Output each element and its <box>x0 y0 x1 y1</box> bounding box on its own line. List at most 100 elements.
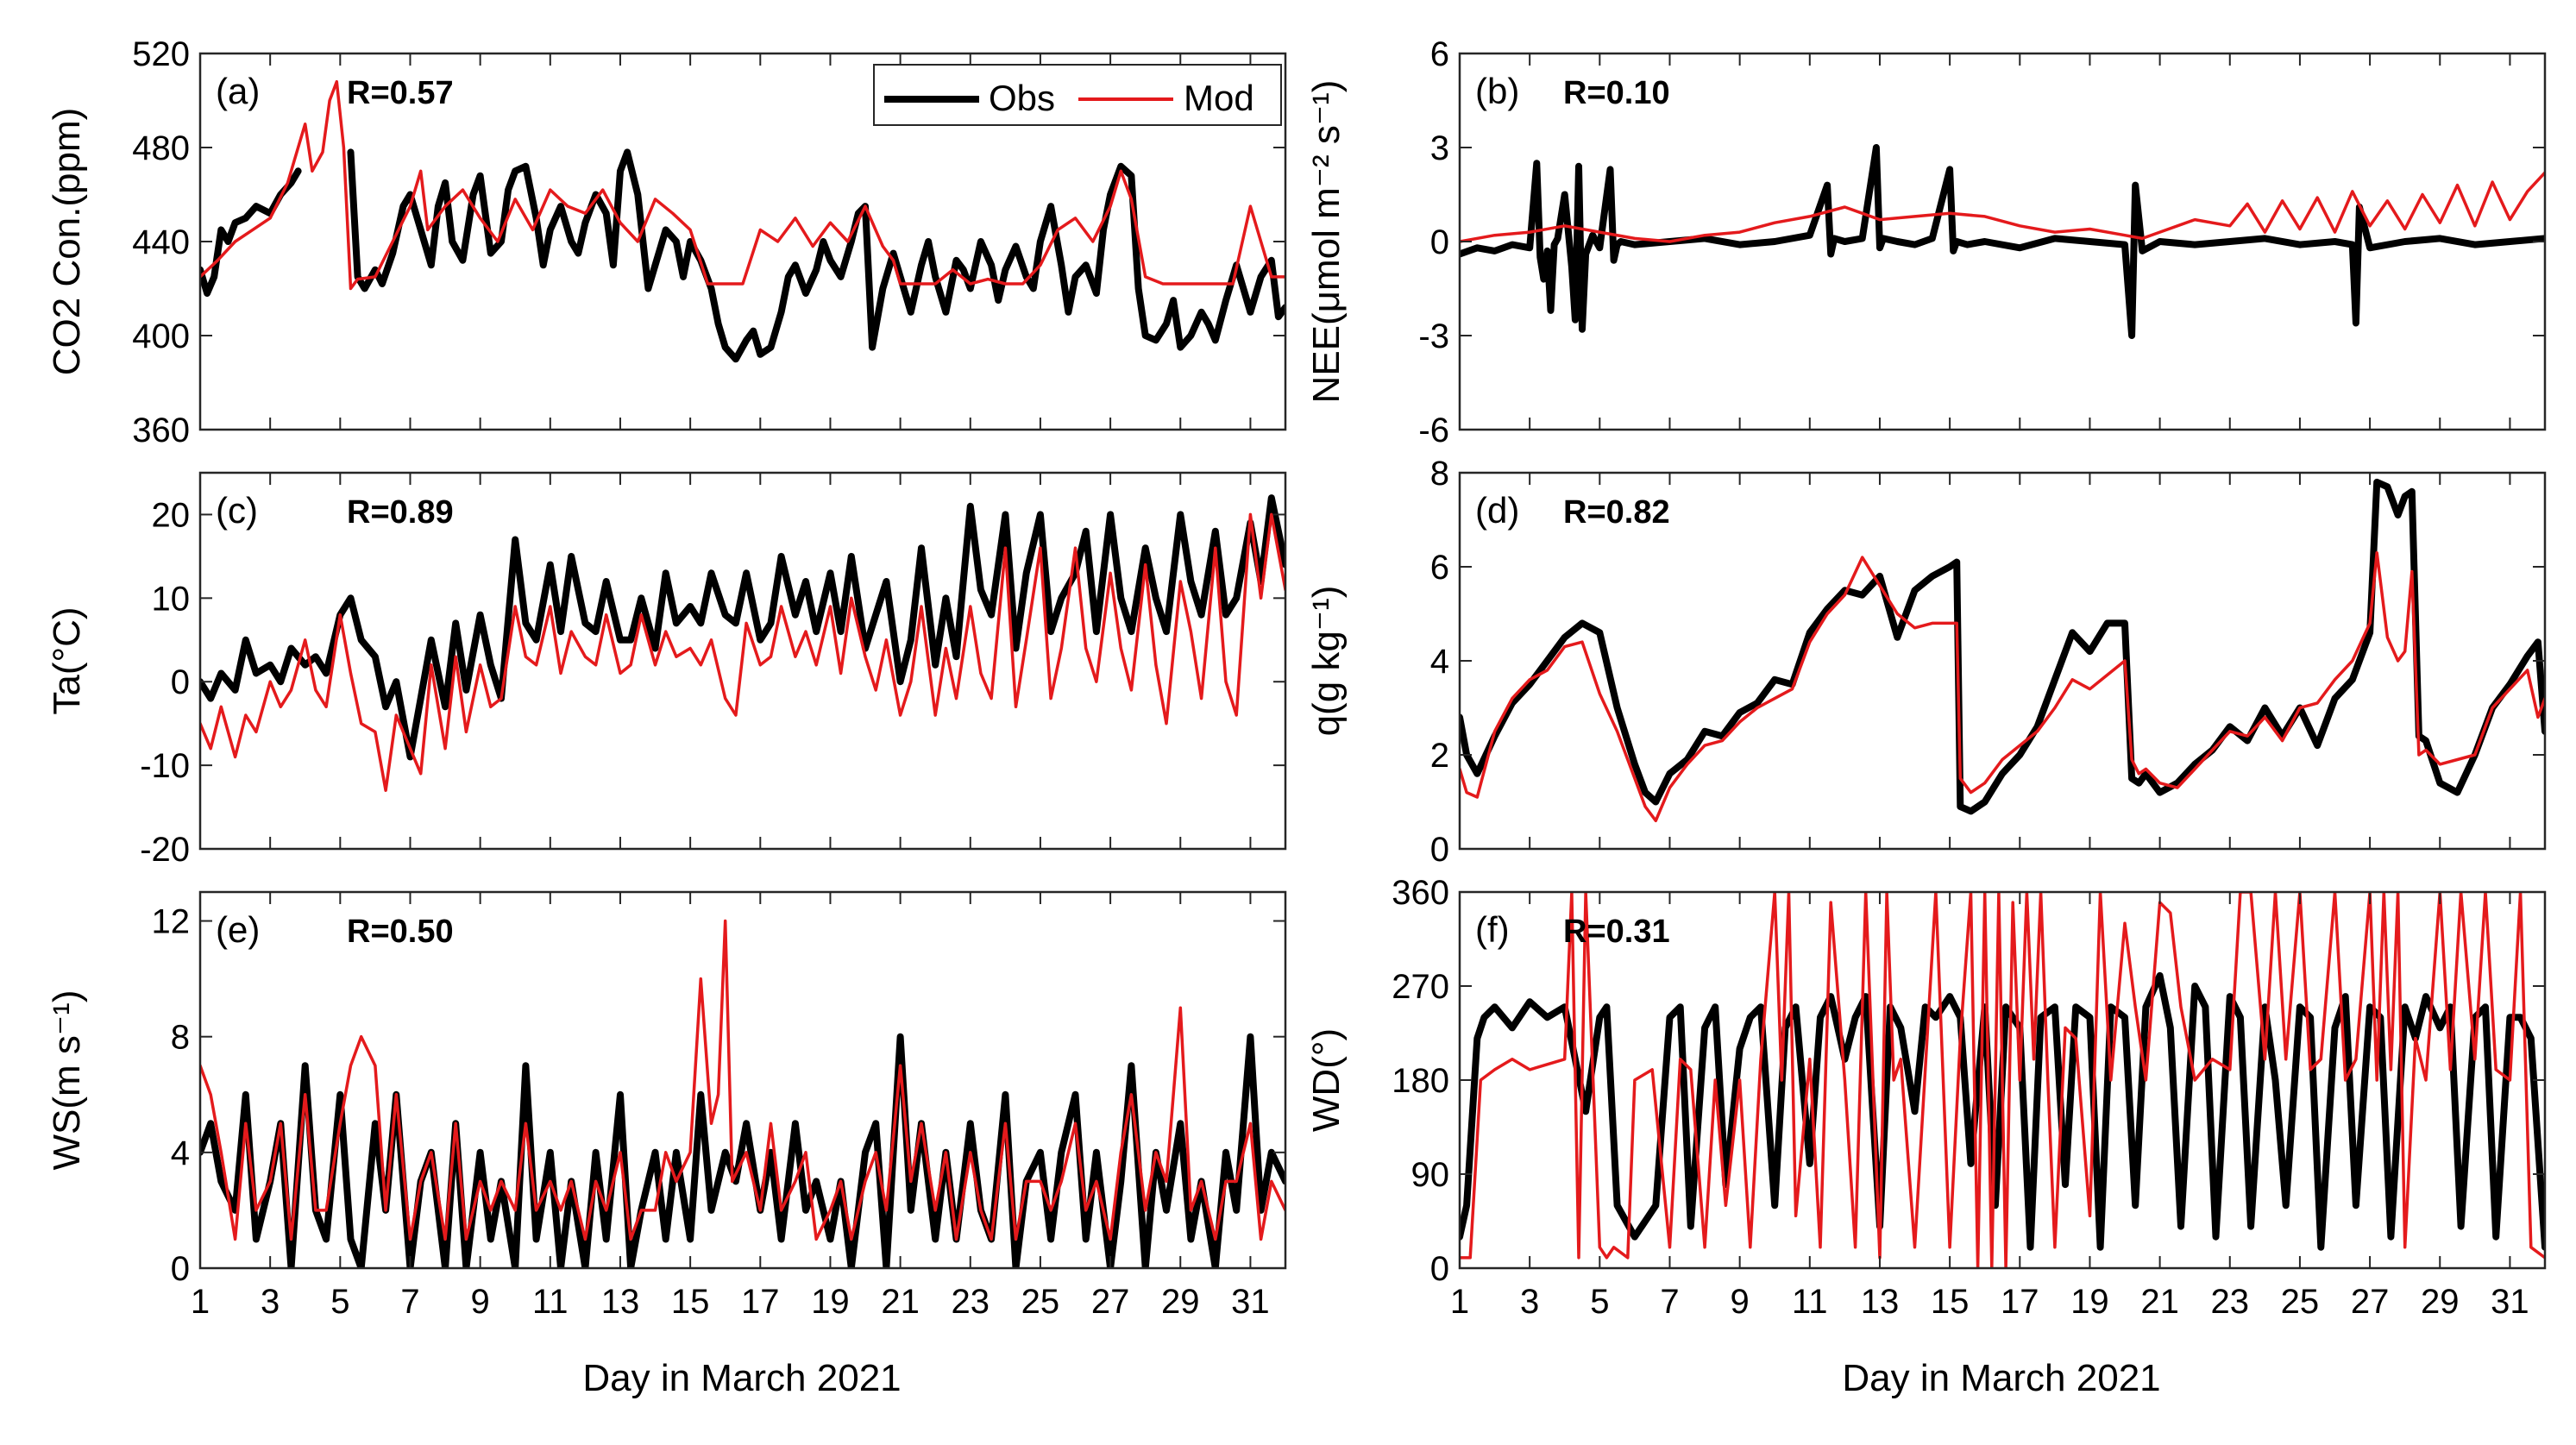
panel-f-xtick-label: 21 <box>2140 1283 2179 1321</box>
panel-c-ytick-label: -10 <box>140 747 190 785</box>
panel-f-xtick-label: 15 <box>1931 1283 1970 1321</box>
panel-f-ytick-label: 270 <box>1392 968 1449 1006</box>
panel-e-r-label: R=0.50 <box>347 914 454 950</box>
panel-d-ytick-label: 6 <box>1430 549 1449 587</box>
panel-b-ytick-label: 3 <box>1430 129 1449 167</box>
x-axis-label-right: Day in March 2021 <box>1842 1357 2160 1399</box>
panel-a-ytick-label: 360 <box>132 412 190 449</box>
panel-f-xtick-label: 1 <box>1450 1283 1469 1321</box>
panel-a-ytick-label: 440 <box>132 223 190 261</box>
panel-e-xtick-label: 1 <box>191 1283 210 1321</box>
panel-c-axes-box <box>198 471 1287 851</box>
panel-a-line-obs <box>200 148 1285 363</box>
panel-c-ytick-label: 20 <box>152 496 191 534</box>
panel-f-xtick-label: 23 <box>2211 1283 2250 1321</box>
panel-b-r-label: R=0.10 <box>1563 75 1670 111</box>
panel-e-ylabel: WS(m s⁻¹) <box>46 990 88 1171</box>
panel-c-panel-label: (c) <box>216 490 258 531</box>
panel-f-xtick-label: 7 <box>1660 1283 1679 1321</box>
panel-b-panel-label: (b) <box>1475 71 1519 111</box>
panel-f-xtick-label: 9 <box>1731 1283 1750 1321</box>
panel-c: -20 -10 0 10 20 (c) R=0.89 Ta(°C) <box>46 471 1287 869</box>
panel-e-series <box>200 919 1285 1268</box>
panel-e-xtick-label: 23 <box>952 1283 990 1321</box>
panel-d-series <box>1460 478 2545 823</box>
panel-f-xtick-label: 19 <box>2070 1283 2109 1321</box>
panel-c-ytick-label: 0 <box>171 663 190 701</box>
panel-f-xtick-label: 5 <box>1590 1283 1609 1321</box>
panel-e-xtick-label: 9 <box>471 1283 490 1321</box>
panel-c-ylabel: Ta(°C) <box>46 606 88 714</box>
panel-f-ytick-label: 0 <box>1430 1250 1449 1288</box>
legend-obs-label: Obs <box>989 78 1055 118</box>
panel-e-ytick-label: 8 <box>171 1019 190 1057</box>
panel-f-ytick-label: 180 <box>1392 1062 1449 1100</box>
panel-a-r-label: R=0.57 <box>347 75 454 111</box>
panel-e-xtick-label: 21 <box>881 1283 920 1321</box>
panel-e-xtick-label: 5 <box>330 1283 349 1321</box>
panel-e-ytick-label: 12 <box>152 903 191 941</box>
panel-c-r-label: R=0.89 <box>347 494 454 531</box>
panel-f-xtick-label: 3 <box>1520 1283 1539 1321</box>
panel-f-r-label: R=0.31 <box>1563 914 1670 950</box>
panel-a-series <box>200 79 1285 363</box>
panel-f-xtick-label: 17 <box>2001 1283 2039 1321</box>
panel-b-line-mod <box>1460 171 2545 243</box>
panel-e-line-obs <box>200 1033 1285 1268</box>
panel-e-ytick-label: 4 <box>171 1134 190 1172</box>
panel-e-xtick-label: 15 <box>671 1283 710 1321</box>
panel-b-series <box>1460 144 2545 339</box>
panel-b-ylabel: NEE(μmol m⁻² s⁻¹) <box>1305 80 1348 404</box>
panel-d-ytick-label: 0 <box>1430 831 1449 869</box>
panel-a: 360 400 440 480 520 (a) R=0.57 CO2 Con.(ppm) <box>46 35 1287 449</box>
panel-e-xtick-label: 31 <box>1231 1283 1270 1321</box>
legend-mod-label: Mod <box>1184 78 1254 118</box>
panel-a-ylabel: CO2 Con.(ppm) <box>46 108 88 376</box>
panel-e-xtick-label: 19 <box>811 1283 850 1321</box>
panel-d-line-obs <box>1460 478 2545 815</box>
panel-b: -6 -3 0 3 6 (b) R=0.10 NEE(μmol m⁻² s⁻¹) <box>1305 35 2547 449</box>
panel-f-panel-label: (f) <box>1475 909 1510 950</box>
x-axis-label-left: Day in March 2021 <box>582 1357 901 1399</box>
panel-f: 1 3 5 7 9 11 13 15 17 19 21 23 25 27 29 31090180270360(… <box>1305 874 2547 1321</box>
panel-d-ytick-label: 4 <box>1430 643 1449 681</box>
panel-d-ytick-label: 8 <box>1430 455 1449 493</box>
panel-f-series <box>1460 892 2545 1268</box>
panel-c-ytick-label: 10 <box>152 580 191 618</box>
panel-e-line-mod <box>200 919 1285 1241</box>
panel-a-ytick-label: 520 <box>132 35 190 73</box>
panel-b-ytick-label: -3 <box>1418 317 1449 355</box>
panel-a-ytick-label: 480 <box>132 129 190 167</box>
panel-f-xtick-label: 25 <box>2281 1283 2320 1321</box>
panel-e-ytick-label: 0 <box>171 1250 190 1288</box>
panel-b-ytick-label: 0 <box>1430 223 1449 261</box>
panel-d-panel-label: (d) <box>1475 490 1519 531</box>
panel-d-line-mod <box>1460 550 2545 823</box>
panel-f-xtick-label: 27 <box>2351 1283 2390 1321</box>
panel-e-xtick-label: 17 <box>741 1283 780 1321</box>
panel-d: 0 2 4 6 8 (d) R=0.82 q(g kg⁻¹) <box>1305 455 2547 869</box>
panel-e-xtick-label: 27 <box>1091 1283 1130 1321</box>
panel-e-xtick-label: 29 <box>1161 1283 1200 1321</box>
panel-f-line-obs <box>1460 971 2545 1251</box>
panel-f-ytick-label: 90 <box>1411 1156 1450 1194</box>
panel-c-line-obs <box>200 494 1285 761</box>
panel-e-xtick-label: 13 <box>601 1283 640 1321</box>
panel-c-line-mod <box>200 512 1285 792</box>
panel-e-panel-label: (e) <box>216 909 260 950</box>
panel-f-xtick-label: 13 <box>1861 1283 1900 1321</box>
panel-a-line-mod <box>200 79 1285 291</box>
panel-f-line-mod <box>1460 892 2545 1268</box>
panel-c-ytick-label: -20 <box>140 831 190 869</box>
panel-b-ytick-label: -6 <box>1418 412 1449 449</box>
legend-box <box>873 64 1282 126</box>
panel-e-axes-box <box>198 890 1287 1270</box>
panel-a-panel-label: (a) <box>216 71 260 111</box>
panel-e-xtick-label: 3 <box>261 1283 280 1321</box>
panel-f-ylabel: WD(°) <box>1305 1028 1348 1132</box>
panel-e-xtick-label: 11 <box>532 1283 569 1321</box>
panel-f-ytick-label: 360 <box>1392 874 1449 912</box>
